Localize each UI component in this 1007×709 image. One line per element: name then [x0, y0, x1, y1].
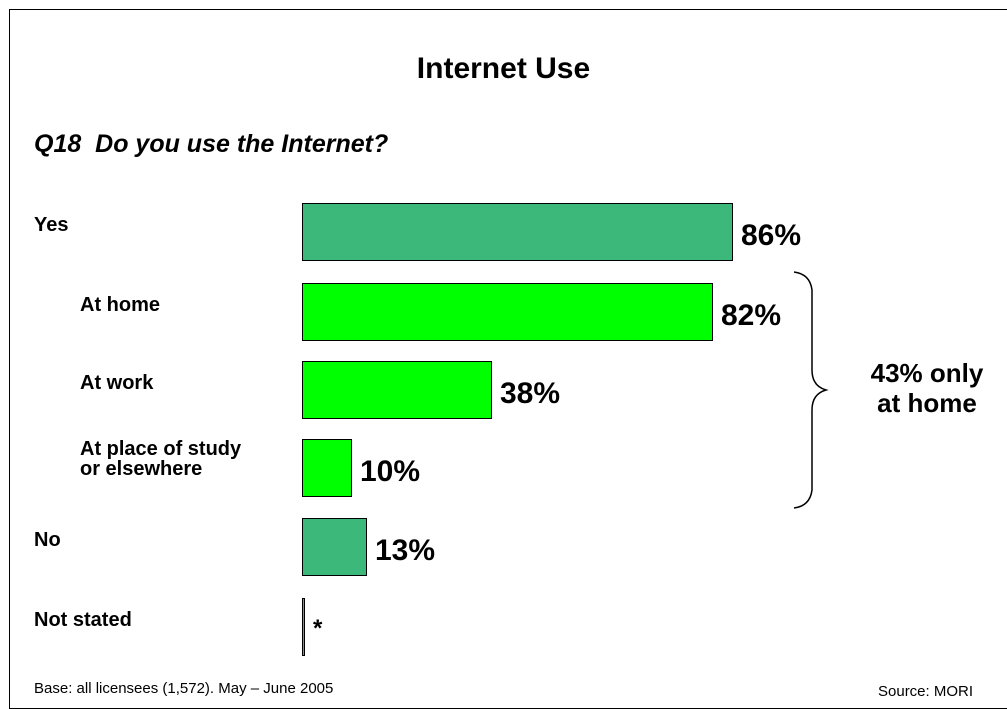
bar	[302, 203, 733, 261]
value-label: 13%	[375, 534, 436, 567]
category-label: At work	[80, 372, 154, 394]
bar	[302, 439, 352, 497]
chart-title: Internet Use	[416, 52, 591, 85]
value-label: 86%	[741, 219, 802, 252]
bar	[302, 598, 305, 656]
bar	[302, 518, 367, 576]
category-label: At home	[80, 294, 160, 316]
annotation-line-2: at home	[877, 388, 977, 418]
annotation-line-1: 43% only	[870, 358, 984, 388]
value-label: 10%	[360, 455, 421, 488]
category-label: Not stated	[34, 609, 132, 631]
category-label: At place of study or elsewhere	[80, 438, 242, 480]
annotation-only-at-home: 43% only at home	[852, 358, 1002, 418]
value-label: 82%	[721, 299, 782, 332]
value-label: *	[313, 615, 323, 642]
base-footnote: Base: all licensees (1,572). May – June …	[34, 680, 334, 697]
chart-subtitle: Q18 Do you use the Internet?	[34, 130, 389, 158]
value-label: 38%	[500, 377, 561, 410]
category-label: No	[34, 529, 61, 551]
source-footnote: Source: MORI	[878, 683, 974, 700]
bar	[302, 361, 492, 419]
category-label: Yes	[34, 214, 69, 236]
brace-icon	[793, 271, 829, 509]
bar	[302, 283, 713, 341]
